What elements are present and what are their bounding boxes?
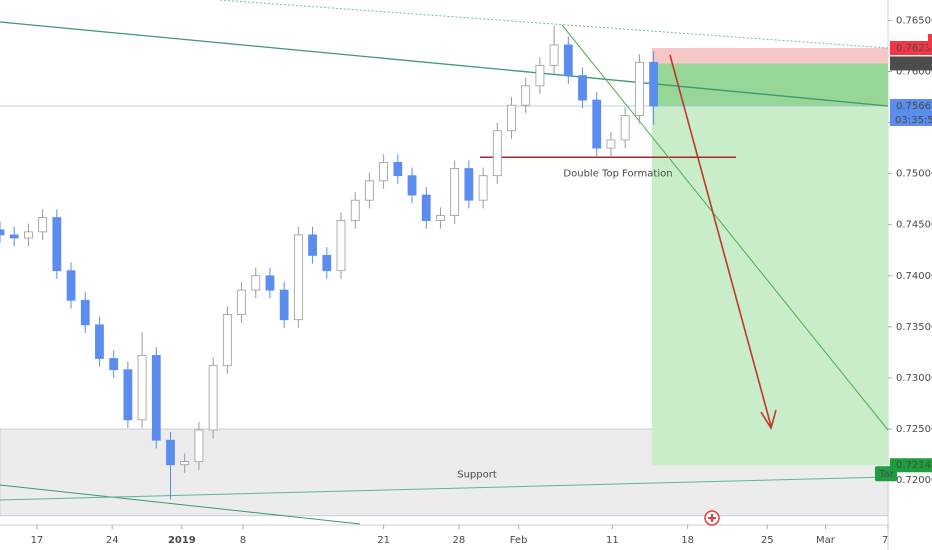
candle-body	[649, 61, 658, 107]
projection-arrow	[669, 54, 772, 427]
candle-body	[606, 139, 616, 149]
last-price-tag: 0.75662	[896, 101, 932, 112]
x-tick-label: Feb	[510, 535, 528, 546]
candle-body	[350, 199, 360, 222]
candle-body	[237, 289, 246, 315]
candle-body	[450, 168, 460, 216]
last-price-tag-bg	[890, 99, 932, 114]
stop-price-tag-bg	[890, 41, 932, 56]
x-tick-label: 2019	[168, 535, 196, 546]
x-tick-label: 7	[882, 535, 888, 546]
candle-body	[194, 429, 204, 463]
candle-body	[322, 254, 332, 272]
candle-body	[308, 234, 317, 256]
candle-body	[563, 44, 573, 76]
candle-body	[180, 461, 190, 466]
x-tick-label: 11	[606, 535, 619, 546]
candle-body	[592, 99, 602, 149]
candle-body	[549, 44, 559, 66]
target-price-tag-bg	[890, 458, 932, 473]
candle-body	[24, 231, 33, 239]
arrow-head	[760, 409, 777, 430]
candle-body	[80, 299, 90, 326]
candle-body	[634, 61, 644, 116]
trend-line-support	[0, 476, 889, 501]
candle-body	[507, 104, 516, 132]
candle-body	[436, 215, 445, 222]
candle-body	[151, 355, 161, 441]
candle-body	[492, 130, 502, 177]
candle-body	[421, 194, 431, 222]
x-tick-label: 18	[681, 535, 694, 546]
open-profit-zone	[652, 63, 888, 107]
candle-body	[521, 85, 531, 106]
x-tick-label: Mar	[816, 535, 836, 546]
trend-line-steep	[561, 24, 889, 431]
target-tag: Tar	[878, 469, 895, 480]
candle-body	[95, 324, 104, 359]
candle-body	[535, 64, 545, 87]
x-tick-label: 8	[240, 535, 246, 546]
trend-line-lower	[0, 484, 361, 525]
candle-body	[137, 355, 147, 421]
candle-body	[620, 115, 630, 141]
candle-body	[336, 220, 346, 272]
candle-body	[66, 270, 76, 301]
candle-body	[265, 275, 275, 291]
y-tick-label: 0.76500	[896, 15, 932, 26]
candle-body	[52, 217, 62, 272]
countdown: 03:35:53	[895, 115, 932, 126]
candle-body	[251, 275, 261, 291]
candle-body	[365, 180, 374, 201]
candle-body	[279, 289, 289, 321]
x-tick-label: 24	[106, 535, 119, 546]
candle-body	[38, 217, 48, 233]
candle-body	[464, 168, 474, 201]
support-label: Support	[457, 469, 497, 480]
candle-body	[166, 439, 175, 466]
candle-body	[407, 175, 417, 196]
stop-zone	[652, 48, 888, 64]
x-tick-label: 17	[31, 535, 44, 546]
entry-price-tag: 0.76079	[896, 58, 932, 69]
candle-body	[222, 314, 232, 367]
x-tick-label: 25	[761, 535, 774, 546]
trend-line-upper	[0, 21, 889, 107]
candle-body	[208, 365, 218, 431]
candle-body	[123, 369, 133, 421]
candle-body	[9, 234, 19, 239]
target-price-tag: 0.72145	[896, 460, 932, 471]
candle-body	[109, 358, 119, 371]
candle-body	[578, 75, 587, 101]
target-zone	[652, 63, 888, 466]
stop-edge	[928, 34, 932, 49]
candle-body	[293, 234, 303, 321]
candle-body	[0, 229, 5, 236]
x-tick-label: 21	[377, 535, 390, 546]
target-tag-bg	[875, 466, 897, 482]
candle-body	[478, 175, 488, 201]
countdown-bg	[890, 113, 932, 127]
entry-price-tag-bg	[890, 56, 932, 71]
neckline-label: Double Top Formation	[563, 168, 672, 179]
candle-body	[379, 162, 389, 182]
event-icon-cross	[708, 514, 716, 522]
x-tick-label: 28	[453, 535, 466, 546]
candle-body	[393, 162, 403, 177]
